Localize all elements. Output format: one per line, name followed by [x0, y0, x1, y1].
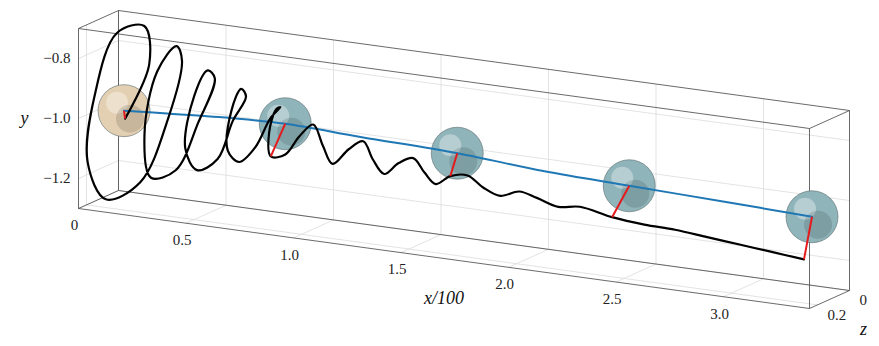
svg-text:y: y	[19, 108, 29, 128]
svg-text:x/100: x/100	[423, 288, 464, 308]
svg-text:z: z	[859, 319, 867, 339]
svg-text:−1.2: −1.2	[43, 170, 70, 186]
svg-text:0.2: 0.2	[828, 307, 847, 323]
svg-text:0.5: 0.5	[173, 232, 192, 248]
svg-text:0: 0	[71, 217, 79, 233]
svg-text:1.0: 1.0	[280, 247, 299, 263]
svg-text:2.0: 2.0	[495, 276, 514, 292]
svg-text:0: 0	[860, 292, 868, 308]
svg-text:3.0: 3.0	[710, 306, 729, 322]
svg-text:1.5: 1.5	[388, 261, 407, 277]
svg-text:2.5: 2.5	[603, 291, 622, 307]
svg-text:−0.8: −0.8	[43, 50, 70, 66]
svg-text:−1.0: −1.0	[43, 110, 70, 126]
